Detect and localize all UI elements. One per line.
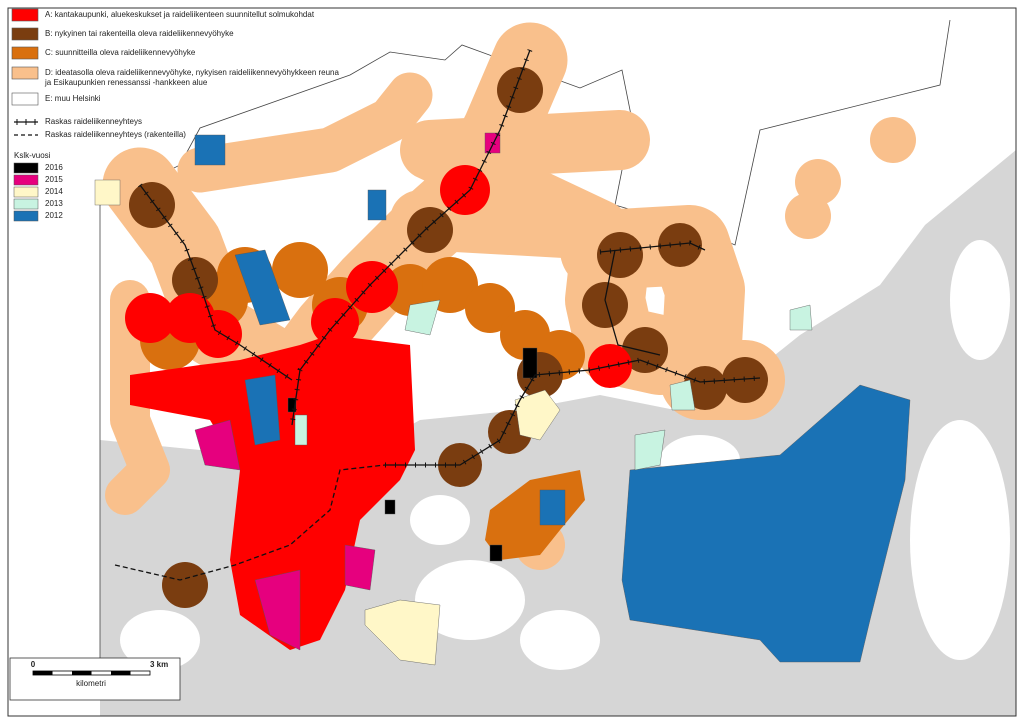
rail-line bbox=[139, 184, 293, 381]
legend-swatch bbox=[13, 162, 39, 174]
legend-swatch bbox=[13, 210, 39, 222]
legend-swatch bbox=[11, 46, 39, 60]
legend-swatch bbox=[11, 8, 39, 22]
patch bbox=[244, 374, 281, 446]
patch bbox=[384, 499, 396, 515]
patch bbox=[621, 384, 911, 663]
zone-circle bbox=[440, 165, 490, 215]
zone-circle bbox=[465, 283, 515, 333]
rail-lines bbox=[114, 49, 761, 581]
corridor bbox=[390, 110, 650, 260]
island bbox=[415, 560, 525, 640]
rail-ticks bbox=[385, 357, 761, 468]
patch bbox=[234, 249, 291, 326]
legend-swatch bbox=[11, 66, 39, 80]
patch bbox=[522, 347, 538, 379]
legend-swatch bbox=[11, 92, 39, 106]
scale-unit: kilometri bbox=[76, 679, 106, 688]
zone-circle bbox=[870, 117, 916, 163]
zone-circle bbox=[407, 207, 453, 253]
patch bbox=[194, 134, 226, 166]
patch bbox=[287, 397, 297, 413]
legend-swatch bbox=[11, 27, 39, 41]
zone-circle bbox=[125, 293, 175, 343]
legend-label: 2013 bbox=[45, 199, 63, 208]
legend-swatch bbox=[13, 198, 39, 210]
patch bbox=[669, 379, 696, 411]
patch bbox=[367, 189, 387, 221]
patch bbox=[254, 569, 301, 651]
island bbox=[520, 610, 600, 670]
scale-bar-segment bbox=[111, 671, 131, 675]
islands bbox=[120, 240, 1010, 670]
corridor bbox=[177, 72, 433, 193]
zone-circle bbox=[422, 257, 478, 313]
patch bbox=[489, 544, 503, 562]
rail-line bbox=[604, 249, 661, 356]
zone-circle bbox=[194, 310, 242, 358]
scale-bar: 0 3 km kilometri bbox=[9, 657, 181, 701]
legend-label: C: suunnitteilla oleva raideliikennevyöh… bbox=[45, 48, 196, 57]
legend-swatch bbox=[13, 174, 39, 186]
zone-circle bbox=[582, 282, 628, 328]
zone-circle bbox=[497, 67, 543, 113]
legend-label: ja Esikaupunkien renessanssi -hankkeen a… bbox=[44, 78, 208, 87]
legend-label: A: kantakaupunki, aluekeskukset ja raide… bbox=[45, 10, 315, 19]
zone-circle bbox=[129, 182, 175, 228]
patch bbox=[789, 304, 813, 331]
patch bbox=[344, 544, 376, 591]
zone-circle bbox=[597, 232, 643, 278]
zone-area bbox=[130, 335, 415, 650]
scale-start: 0 bbox=[31, 660, 36, 669]
patch bbox=[94, 179, 121, 206]
year-patches bbox=[94, 132, 911, 666]
legend-swatch bbox=[13, 186, 39, 198]
island bbox=[410, 495, 470, 545]
rail-line-construction bbox=[114, 464, 386, 581]
corridor bbox=[105, 280, 170, 515]
scale-box bbox=[9, 657, 181, 701]
island bbox=[910, 420, 1010, 660]
zone-circle bbox=[162, 562, 208, 608]
island bbox=[950, 240, 1010, 360]
legend-label: D: ideatasolla oleva raideliikennevyöhyk… bbox=[45, 68, 340, 77]
zone-circle bbox=[272, 242, 328, 298]
frame bbox=[7, 7, 1017, 717]
legend-label: Raskas raideliikenneyhteys bbox=[45, 117, 142, 126]
legend-label: 2014 bbox=[45, 187, 63, 196]
zone-a bbox=[125, 165, 632, 650]
patch bbox=[634, 429, 666, 471]
legend-label: E: muu Helsinki bbox=[45, 94, 101, 103]
zone-circle bbox=[683, 366, 727, 410]
legend-title: Kslk-vuosi bbox=[14, 151, 51, 160]
city-boundary bbox=[99, 19, 951, 690]
scale-bar-segment bbox=[72, 671, 92, 675]
scale-bar-segment bbox=[33, 671, 53, 675]
rail-ticks bbox=[599, 240, 707, 255]
legend-label: 2015 bbox=[45, 175, 63, 184]
zone-circle bbox=[722, 357, 768, 403]
scale-end: 3 km bbox=[150, 660, 168, 669]
patch bbox=[364, 599, 441, 666]
patch bbox=[404, 299, 441, 336]
legend-label: B: nykyinen tai rakenteilla oleva raidel… bbox=[45, 29, 234, 38]
patch bbox=[514, 389, 561, 441]
patch bbox=[539, 489, 566, 526]
legend-label: 2016 bbox=[45, 163, 63, 172]
patch bbox=[294, 414, 308, 446]
legend-label: Raskas raideliikenneyhteys (rakenteilla) bbox=[45, 130, 186, 139]
zone-circle bbox=[346, 261, 398, 313]
zone-circle bbox=[172, 257, 218, 303]
zone-circle bbox=[785, 193, 831, 239]
island bbox=[120, 610, 200, 670]
patch bbox=[194, 419, 241, 471]
legend: A: kantakaupunki, aluekeskukset ja raide… bbox=[11, 8, 340, 222]
rail-line bbox=[291, 49, 531, 426]
legend-label: 2012 bbox=[45, 211, 63, 220]
